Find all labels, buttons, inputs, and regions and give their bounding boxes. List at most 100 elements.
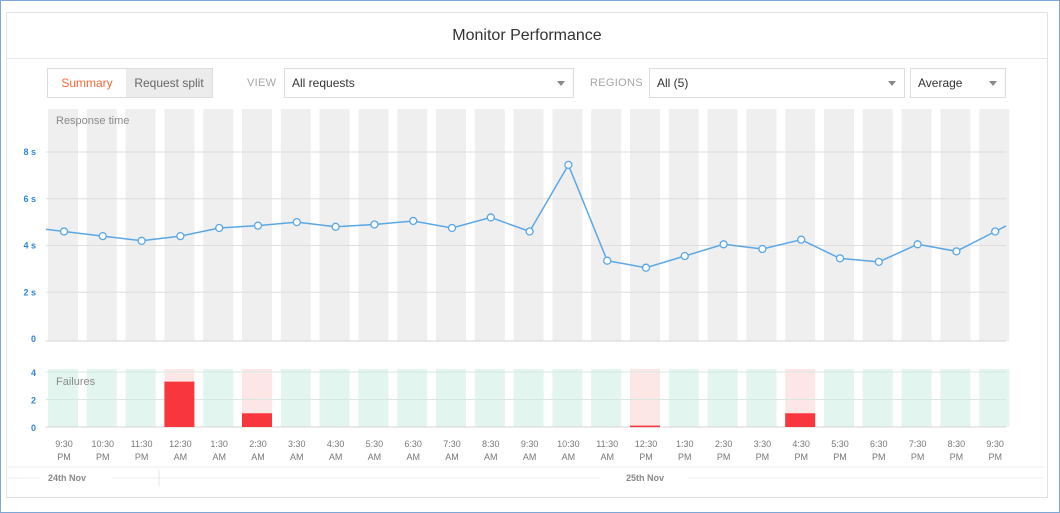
regions-select-value: All (5)	[657, 76, 689, 90]
x-tick-label: PM	[833, 452, 847, 462]
failure-bar	[242, 413, 272, 427]
x-tick-label: PM	[950, 452, 964, 462]
y-tick-label: 2	[31, 396, 36, 406]
response-time-slot	[785, 109, 816, 341]
failures-slot	[824, 369, 854, 427]
failures-slot	[707, 369, 738, 427]
x-tick-label: AM	[600, 452, 614, 462]
x-tick-label: PM	[639, 452, 653, 462]
x-tick-label: AM	[484, 452, 498, 462]
response-time-point	[758, 244, 767, 254]
view-select-value: All requests	[292, 76, 355, 90]
y-tick-label: 8 s	[23, 147, 36, 157]
x-tick-label: PM	[911, 452, 925, 462]
response-time-slot	[824, 109, 854, 341]
failures-slot	[397, 369, 428, 427]
x-tick-label: PM	[57, 452, 71, 462]
response-time-point	[564, 160, 573, 170]
date-label-25th: 25th Nov	[626, 473, 664, 483]
response-time-slot	[862, 109, 893, 341]
failures-slot	[591, 369, 622, 427]
x-tick-label: 9:30	[521, 439, 539, 449]
response-time-slot	[86, 109, 117, 341]
response-time-point	[719, 240, 728, 249]
response-time-point	[59, 227, 69, 236]
failures-slot	[552, 369, 583, 427]
regions-select[interactable]: All (5)	[649, 68, 905, 98]
response-time-slot	[164, 109, 195, 341]
response-time-point	[447, 223, 457, 233]
x-tick-label: 10:30	[92, 439, 115, 449]
chevron-down-icon	[557, 81, 565, 86]
x-tick-label: 4:30	[327, 439, 345, 449]
date-label-24th: 24th Nov	[48, 473, 86, 483]
response-time-slot	[940, 109, 971, 341]
x-tick-label: 10:30	[557, 439, 580, 449]
failures-slot	[125, 369, 156, 427]
failures-slot	[86, 369, 117, 427]
card-header: Monitor Performance	[7, 13, 1047, 59]
response-time-slot	[474, 109, 505, 341]
failures-slot	[280, 369, 311, 427]
failures-slot	[513, 369, 544, 427]
view-mode-toggle: Summary Request split	[47, 68, 213, 98]
response-time-point	[874, 257, 883, 267]
x-tick-label: 2:30	[249, 439, 267, 449]
response-time-point	[370, 220, 379, 229]
failures-slot	[630, 369, 660, 427]
response-time-point	[680, 251, 689, 261]
x-tick-label: AM	[368, 452, 382, 462]
x-tick-label: 12:30	[169, 439, 192, 449]
failures-slot	[940, 369, 971, 427]
response-time-slot	[552, 109, 583, 341]
x-tick-label: AM	[251, 452, 265, 462]
response-time-point	[98, 231, 107, 241]
failures-slot	[436, 369, 466, 427]
response-time-slot	[397, 109, 428, 341]
x-tick-label: 2:30	[715, 439, 733, 449]
x-tick-label: 3:30	[754, 439, 772, 449]
view-label: VIEW	[247, 77, 277, 89]
response-time-point	[253, 221, 263, 230]
regions-label: REGIONS	[590, 77, 643, 89]
x-tick-label: 3:30	[288, 439, 306, 449]
y-tick-label: 0	[31, 423, 36, 433]
y-tick-label: 2 s	[23, 287, 36, 297]
y-tick-label: 4 s	[23, 241, 36, 251]
failure-bar	[630, 425, 660, 428]
x-tick-label: PM	[988, 452, 1002, 462]
failures-slot	[319, 369, 350, 427]
x-tick-label: 1:30	[210, 439, 228, 449]
x-tick-label: 6:30	[404, 439, 422, 449]
response-time-point	[991, 227, 1000, 236]
tab-request-split[interactable]: Request split	[126, 69, 212, 97]
x-tick-label: PM	[794, 452, 808, 462]
x-tick-label: 8:30	[482, 439, 500, 449]
response-time-point	[486, 213, 495, 222]
failures-slot	[979, 369, 1010, 427]
aggregation-select[interactable]: Average	[910, 68, 1006, 98]
x-tick-label: 6:30	[870, 439, 888, 449]
x-tick-label: 9:30	[55, 439, 73, 449]
chevron-down-icon	[989, 81, 997, 86]
x-tick-label: PM	[96, 452, 110, 462]
response-time-slot	[668, 109, 699, 341]
response-time-point	[641, 263, 651, 272]
x-tick-label: AM	[406, 452, 420, 462]
view-select[interactable]: All requests	[284, 68, 574, 98]
response-time-slot	[591, 109, 622, 341]
x-tick-label: 4:30	[792, 439, 810, 449]
failures-slot	[358, 369, 389, 427]
failures-title: Failures	[56, 376, 96, 388]
response-time-slot	[513, 109, 544, 341]
response-time-point	[913, 240, 922, 249]
x-tick-label: PM	[872, 452, 886, 462]
tab-summary[interactable]: Summary	[48, 69, 126, 97]
failures-slot	[203, 369, 234, 427]
aggregation-select-value: Average	[918, 76, 963, 90]
x-tick-label: 8:30	[948, 439, 966, 449]
chevron-down-icon	[888, 81, 896, 86]
response-time-slot	[707, 109, 738, 341]
response-time-point	[137, 236, 146, 245]
response-time-slot	[901, 109, 932, 341]
